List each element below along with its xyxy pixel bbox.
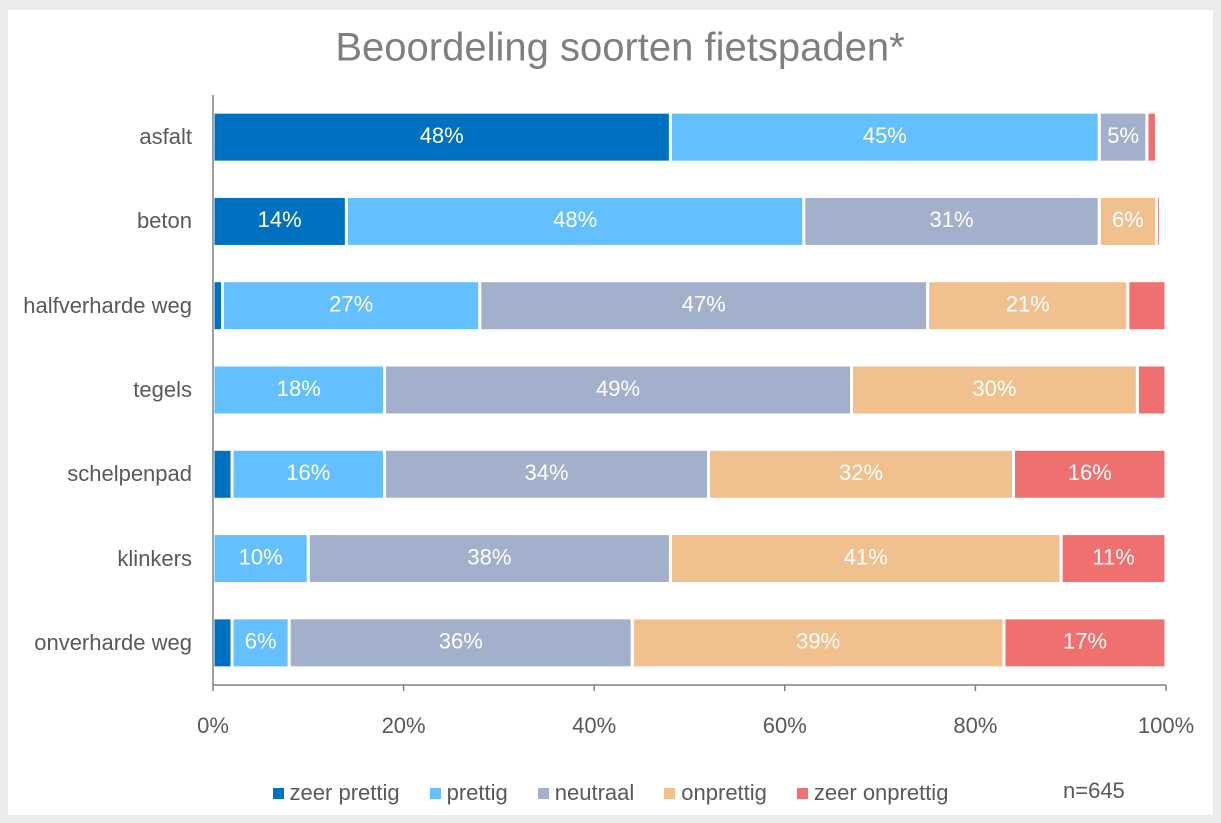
- data-label: 21%: [1006, 292, 1050, 317]
- bar-segment: [630, 616, 1006, 670]
- data-label: 48%: [420, 123, 464, 148]
- legend-item: zeer onprettig: [796, 780, 949, 806]
- legend-label: prettig: [446, 780, 508, 805]
- data-label: 18%: [277, 376, 321, 401]
- bar-segment: [1059, 532, 1168, 586]
- bar-segment: [850, 363, 1139, 417]
- legend-swatch: [537, 787, 549, 799]
- bar-segment: [344, 194, 806, 248]
- bar-segment: [1126, 279, 1168, 333]
- legend: zeer prettig prettig neutraal onprettig zeer…: [0, 780, 1221, 806]
- category-label: klinkers: [117, 545, 192, 571]
- data-label: 30%: [972, 376, 1016, 401]
- bar-segment: [230, 447, 387, 501]
- category-label: beton: [136, 208, 192, 234]
- data-label: 45%: [863, 123, 907, 148]
- bar-segment: [211, 616, 234, 670]
- bar-segment: [1154, 194, 1162, 248]
- bar-segment: [211, 447, 234, 501]
- legend-label: onprettig: [681, 780, 767, 805]
- data-label: 49%: [596, 376, 640, 401]
- x-tick-label: 0%: [197, 713, 229, 738]
- data-label: 39%: [796, 629, 840, 654]
- data-label: 6%: [1112, 207, 1144, 232]
- legend-label: zeer onprettig: [813, 780, 949, 805]
- data-label: 31%: [930, 207, 974, 232]
- bar-segment: [1097, 194, 1158, 248]
- bar-segment: [1002, 616, 1168, 670]
- data-label: 48%: [553, 207, 597, 232]
- legend-item: zeer prettig: [272, 780, 400, 806]
- data-label: 32%: [839, 460, 883, 485]
- category-label: asfalt: [139, 124, 192, 150]
- data-label: 14%: [258, 207, 302, 232]
- annotation: n=645: [1063, 778, 1125, 803]
- bar-segment: [383, 363, 854, 417]
- category-label: tegels: [133, 377, 192, 402]
- chart-title: Beoordeling soorten fietspaden*: [335, 26, 904, 70]
- legend-label: neutraal: [554, 780, 635, 805]
- bar-segment: [211, 110, 672, 164]
- data-label: 16%: [1068, 460, 1112, 485]
- data-label: 11%: [1092, 544, 1134, 569]
- legend-label: zeer prettig: [289, 780, 400, 805]
- data-label: 17%: [1063, 629, 1107, 654]
- bar-segment: [926, 279, 1130, 333]
- bar-segment: [478, 279, 930, 333]
- bar-segment: [221, 279, 482, 333]
- x-tick-label: 40%: [572, 713, 616, 738]
- bar-segment: [211, 194, 348, 248]
- data-label: 34%: [525, 460, 569, 485]
- data-label: 41%: [844, 544, 888, 569]
- legend-swatch: [664, 787, 676, 799]
- bar-segment: [707, 447, 1016, 501]
- data-label: 47%: [682, 292, 726, 317]
- bar-segment: [668, 110, 1101, 164]
- data-label: 5%: [1107, 123, 1139, 148]
- bar-segment: [802, 194, 1101, 248]
- data-label: 38%: [467, 544, 511, 569]
- x-tick-label: 60%: [763, 713, 807, 738]
- legend-item: onprettig: [664, 780, 767, 806]
- data-label: 16%: [286, 460, 330, 485]
- x-tick-label: 80%: [953, 713, 997, 738]
- legend-swatch: [272, 787, 284, 799]
- category-label: schelpenpad: [67, 461, 192, 487]
- data-label: 6%: [245, 629, 277, 654]
- data-label: 10%: [239, 544, 283, 569]
- x-tick-label: 20%: [382, 713, 426, 738]
- bar-segment: [1135, 363, 1168, 417]
- bar-segment: [1145, 110, 1158, 164]
- legend-item: prettig: [429, 780, 508, 806]
- bar-segment: [1012, 447, 1168, 501]
- category-label: onverharde weg: [34, 629, 192, 655]
- category-label: halfverharde weg: [23, 292, 192, 318]
- bar-segment: [211, 532, 310, 586]
- data-label: 27%: [329, 292, 373, 317]
- data-label: 36%: [439, 629, 483, 654]
- x-tick-label: 100%: [1138, 713, 1194, 738]
- bar-segment: [383, 447, 711, 501]
- legend-swatch: [429, 787, 441, 799]
- legend-swatch: [796, 787, 808, 799]
- legend-item: neutraal: [537, 780, 635, 806]
